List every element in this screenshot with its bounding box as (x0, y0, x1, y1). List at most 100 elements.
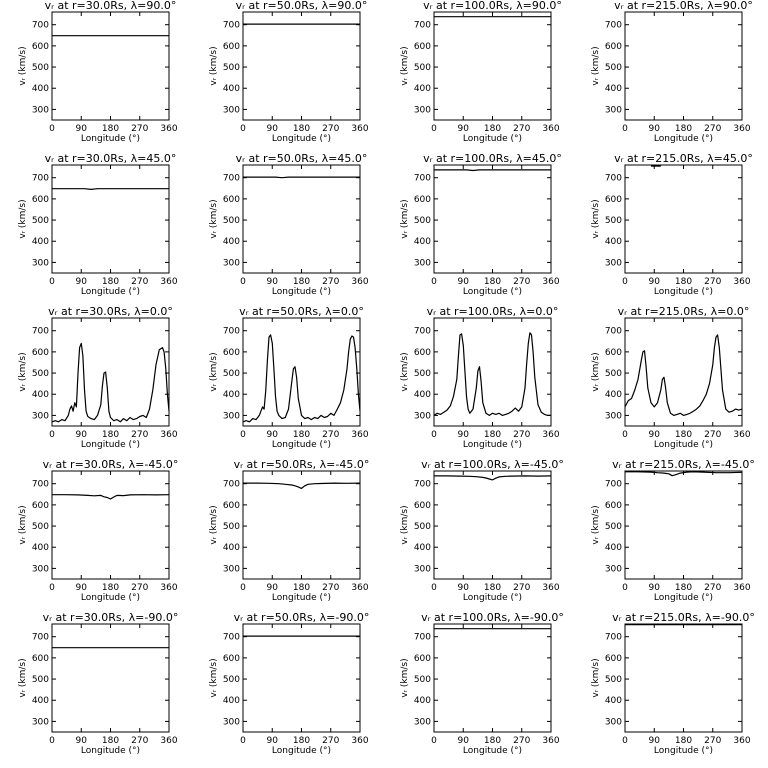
x-tick-label: 180 (102, 277, 119, 287)
x-tick-label: 270 (322, 736, 339, 746)
x-tick-label: 90 (267, 736, 279, 746)
x-tick-label: 0 (240, 277, 246, 287)
y-tick-label: 700 (223, 174, 240, 184)
panel-14: vᵣ at r=50.0Rs, λ=-45.0° 0 90 180 270 360 300 4… (209, 458, 369, 603)
x-tick-label: 90 (458, 430, 470, 440)
y-axis-label: vᵣ (km/s) (400, 46, 410, 85)
x-tick-label: 0 (49, 583, 55, 593)
y-tick-label: 400 (414, 543, 431, 553)
plot-frame (51, 470, 170, 580)
y-axis-label: vᵣ (km/s) (18, 199, 28, 238)
x-tick-label: 180 (102, 430, 119, 440)
series-line (242, 334, 361, 423)
panel-title: vᵣ at r=215.0Rs, λ=45.0° (614, 152, 753, 165)
y-tick-label: 700 (32, 480, 49, 490)
panel-title: vᵣ at r=50.0Rs, λ=-45.0° (234, 458, 370, 471)
y-tick-label: 400 (223, 390, 240, 400)
x-tick-label: 270 (131, 430, 148, 440)
y-axis-label: vᵣ (km/s) (400, 199, 410, 238)
y-tick-label: 500 (414, 675, 431, 685)
x-tick-label: 180 (102, 124, 119, 134)
x-tick-label: 0 (431, 124, 437, 134)
x-tick-label: 270 (704, 430, 721, 440)
y-tick-label: 500 (414, 63, 431, 73)
panel-title: vᵣ at r=100.0Rs, λ=45.0° (423, 152, 562, 165)
y-tick-label: 500 (32, 63, 49, 73)
y-axis-label: vᵣ (km/s) (591, 199, 601, 238)
x-tick-label: 270 (704, 277, 721, 287)
plot-frame (624, 11, 743, 121)
x-axis-label: Longitude (°) (81, 593, 140, 603)
x-tick-label: 90 (649, 736, 661, 746)
y-tick-label: 500 (605, 369, 622, 379)
y-tick-label: 600 (223, 348, 240, 358)
y-tick-label: 500 (223, 216, 240, 226)
plot-frame (433, 623, 552, 733)
panel-title: vᵣ at r=30.0Rs, λ=-45.0° (43, 458, 179, 471)
x-tick-label: 270 (513, 124, 530, 134)
x-tick-label: 90 (649, 430, 661, 440)
y-tick-label: 700 (414, 21, 431, 31)
panel-title: vᵣ at r=215.0Rs, λ=90.0° (614, 0, 753, 12)
panel-title: vᵣ at r=100.0Rs, λ=-90.0° (421, 611, 564, 624)
series-line (52, 188, 169, 190)
x-tick-label: 90 (649, 277, 661, 287)
x-axis-label: Longitude (°) (81, 746, 140, 756)
panel-11: vᵣ at r=100.0Rs, λ=0.0° 0 90 180 270 360 300 40… (400, 305, 560, 450)
x-tick-label: 270 (513, 277, 530, 287)
y-tick-label: 700 (414, 480, 431, 490)
panel-3: vᵣ at r=100.0Rs, λ=90.0° 0 90 180 270 360 300 4… (400, 0, 562, 144)
y-tick-label: 600 (32, 348, 49, 358)
x-tick-label: 0 (49, 124, 55, 134)
x-axis-label: Longitude (°) (272, 746, 331, 756)
x-tick-label: 180 (293, 430, 310, 440)
y-tick-label: 300 (414, 258, 431, 268)
y-tick-label: 500 (223, 675, 240, 685)
y-tick-label: 500 (605, 63, 622, 73)
x-tick-label: 360 (542, 277, 559, 287)
x-tick-label: 270 (131, 124, 148, 134)
y-tick-label: 700 (605, 21, 622, 31)
y-tick-label: 400 (32, 696, 49, 706)
plot-frame (433, 11, 552, 121)
y-axis-label: vᵣ (km/s) (209, 658, 219, 697)
y-tick-label: 600 (605, 348, 622, 358)
panel-title: vᵣ at r=30.0Rs, λ=90.0° (45, 0, 177, 12)
series-line (625, 471, 743, 477)
y-tick-label: 600 (223, 42, 240, 52)
panel-9: vᵣ at r=30.0Rs, λ=0.0° 0 90 180 270 360 300 400… (18, 305, 178, 450)
x-tick-label: 270 (513, 430, 530, 440)
y-axis-label: vᵣ (km/s) (400, 505, 410, 544)
y-axis-label: vᵣ (km/s) (209, 199, 219, 238)
x-tick-label: 0 (431, 583, 437, 593)
x-axis-label: Longitude (°) (654, 134, 713, 144)
x-tick-label: 90 (458, 583, 470, 593)
x-axis-label: Longitude (°) (272, 440, 331, 450)
x-tick-label: 90 (76, 124, 88, 134)
x-tick-label: 180 (675, 736, 692, 746)
x-axis-label: Longitude (°) (654, 746, 713, 756)
x-tick-label: 360 (733, 583, 750, 593)
x-tick-label: 90 (458, 124, 470, 134)
x-tick-label: 270 (704, 736, 721, 746)
y-tick-label: 300 (414, 105, 431, 115)
panel-13: vᵣ at r=30.0Rs, λ=-45.0° 0 90 180 270 360 300 4… (18, 458, 178, 603)
y-axis-label: vᵣ (km/s) (591, 352, 601, 391)
x-tick-label: 180 (293, 124, 310, 134)
x-tick-label: 180 (484, 430, 501, 440)
y-axis-label: vᵣ (km/s) (209, 505, 219, 544)
x-tick-label: 270 (513, 583, 530, 593)
panel-title: vᵣ at r=30.0Rs, λ=0.0° (48, 305, 173, 318)
y-axis-label: vᵣ (km/s) (591, 505, 601, 544)
x-tick-label: 90 (458, 277, 470, 287)
y-tick-label: 400 (223, 84, 240, 94)
x-axis-label: Longitude (°) (272, 593, 331, 603)
y-tick-label: 600 (32, 195, 49, 205)
y-tick-label: 400 (32, 237, 49, 247)
panel-12: vᵣ at r=215.0Rs, λ=0.0° 0 90 180 270 360 300 40… (591, 305, 751, 450)
panel-17: vᵣ at r=30.0Rs, λ=-90.0° 0 90 180 270 360 300 4… (18, 611, 178, 756)
y-tick-label: 700 (223, 21, 240, 31)
series-line (51, 342, 170, 423)
y-tick-label: 700 (605, 480, 622, 490)
y-tick-label: 400 (605, 696, 622, 706)
